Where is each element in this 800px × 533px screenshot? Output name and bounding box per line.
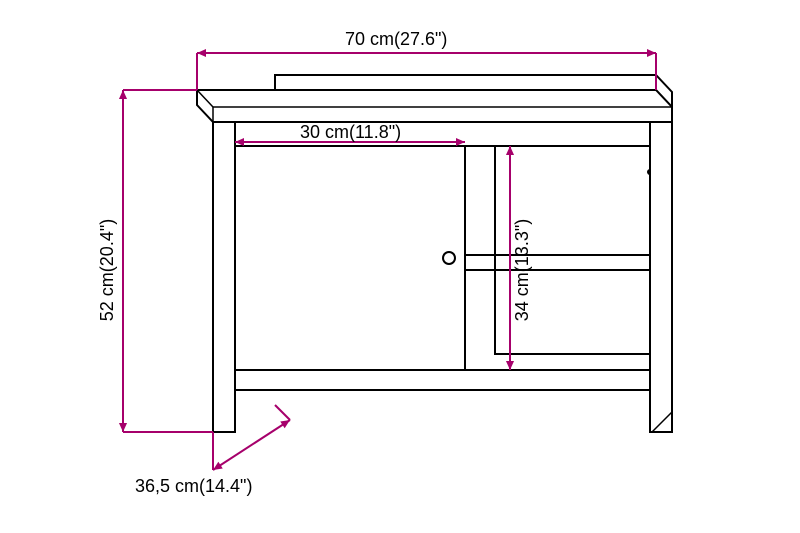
door-knob [443,252,455,264]
dim-width-label: 70 cm(27.6") [345,29,447,49]
dim-innerh-label: 34 cm(13.3") [512,219,532,321]
dim-depth-label: 36,5 cm(14.4") [135,476,252,496]
cabinet-drawing [197,75,672,432]
dim-height-label: 52 cm(20.4") [97,219,117,321]
furniture-dimension-diagram: 70 cm(27.6") 30 cm(11.8") 34 cm(13.3") 5… [0,0,800,533]
dim-door-label: 30 cm(11.8") [300,122,401,142]
